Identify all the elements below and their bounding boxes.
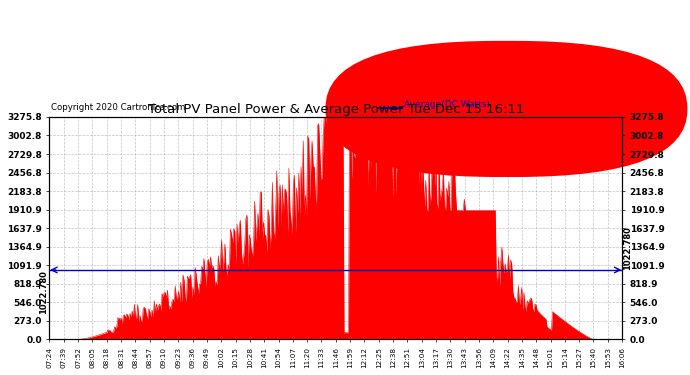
Text: 1022.780: 1022.780 xyxy=(39,270,48,314)
FancyBboxPatch shape xyxy=(326,41,687,177)
Text: PV Panels(DC Watts): PV Panels(DC Watts) xyxy=(519,100,611,109)
Text: Copyright 2020 Cartronics.com: Copyright 2020 Cartronics.com xyxy=(50,104,185,112)
Title: Total PV Panel Power & Average Power Tue Dec 15 16:11: Total PV Panel Power & Average Power Tue… xyxy=(148,103,524,116)
Text: Average(DC Watts): Average(DC Watts) xyxy=(404,100,491,109)
Text: 1022.780: 1022.780 xyxy=(623,226,632,270)
